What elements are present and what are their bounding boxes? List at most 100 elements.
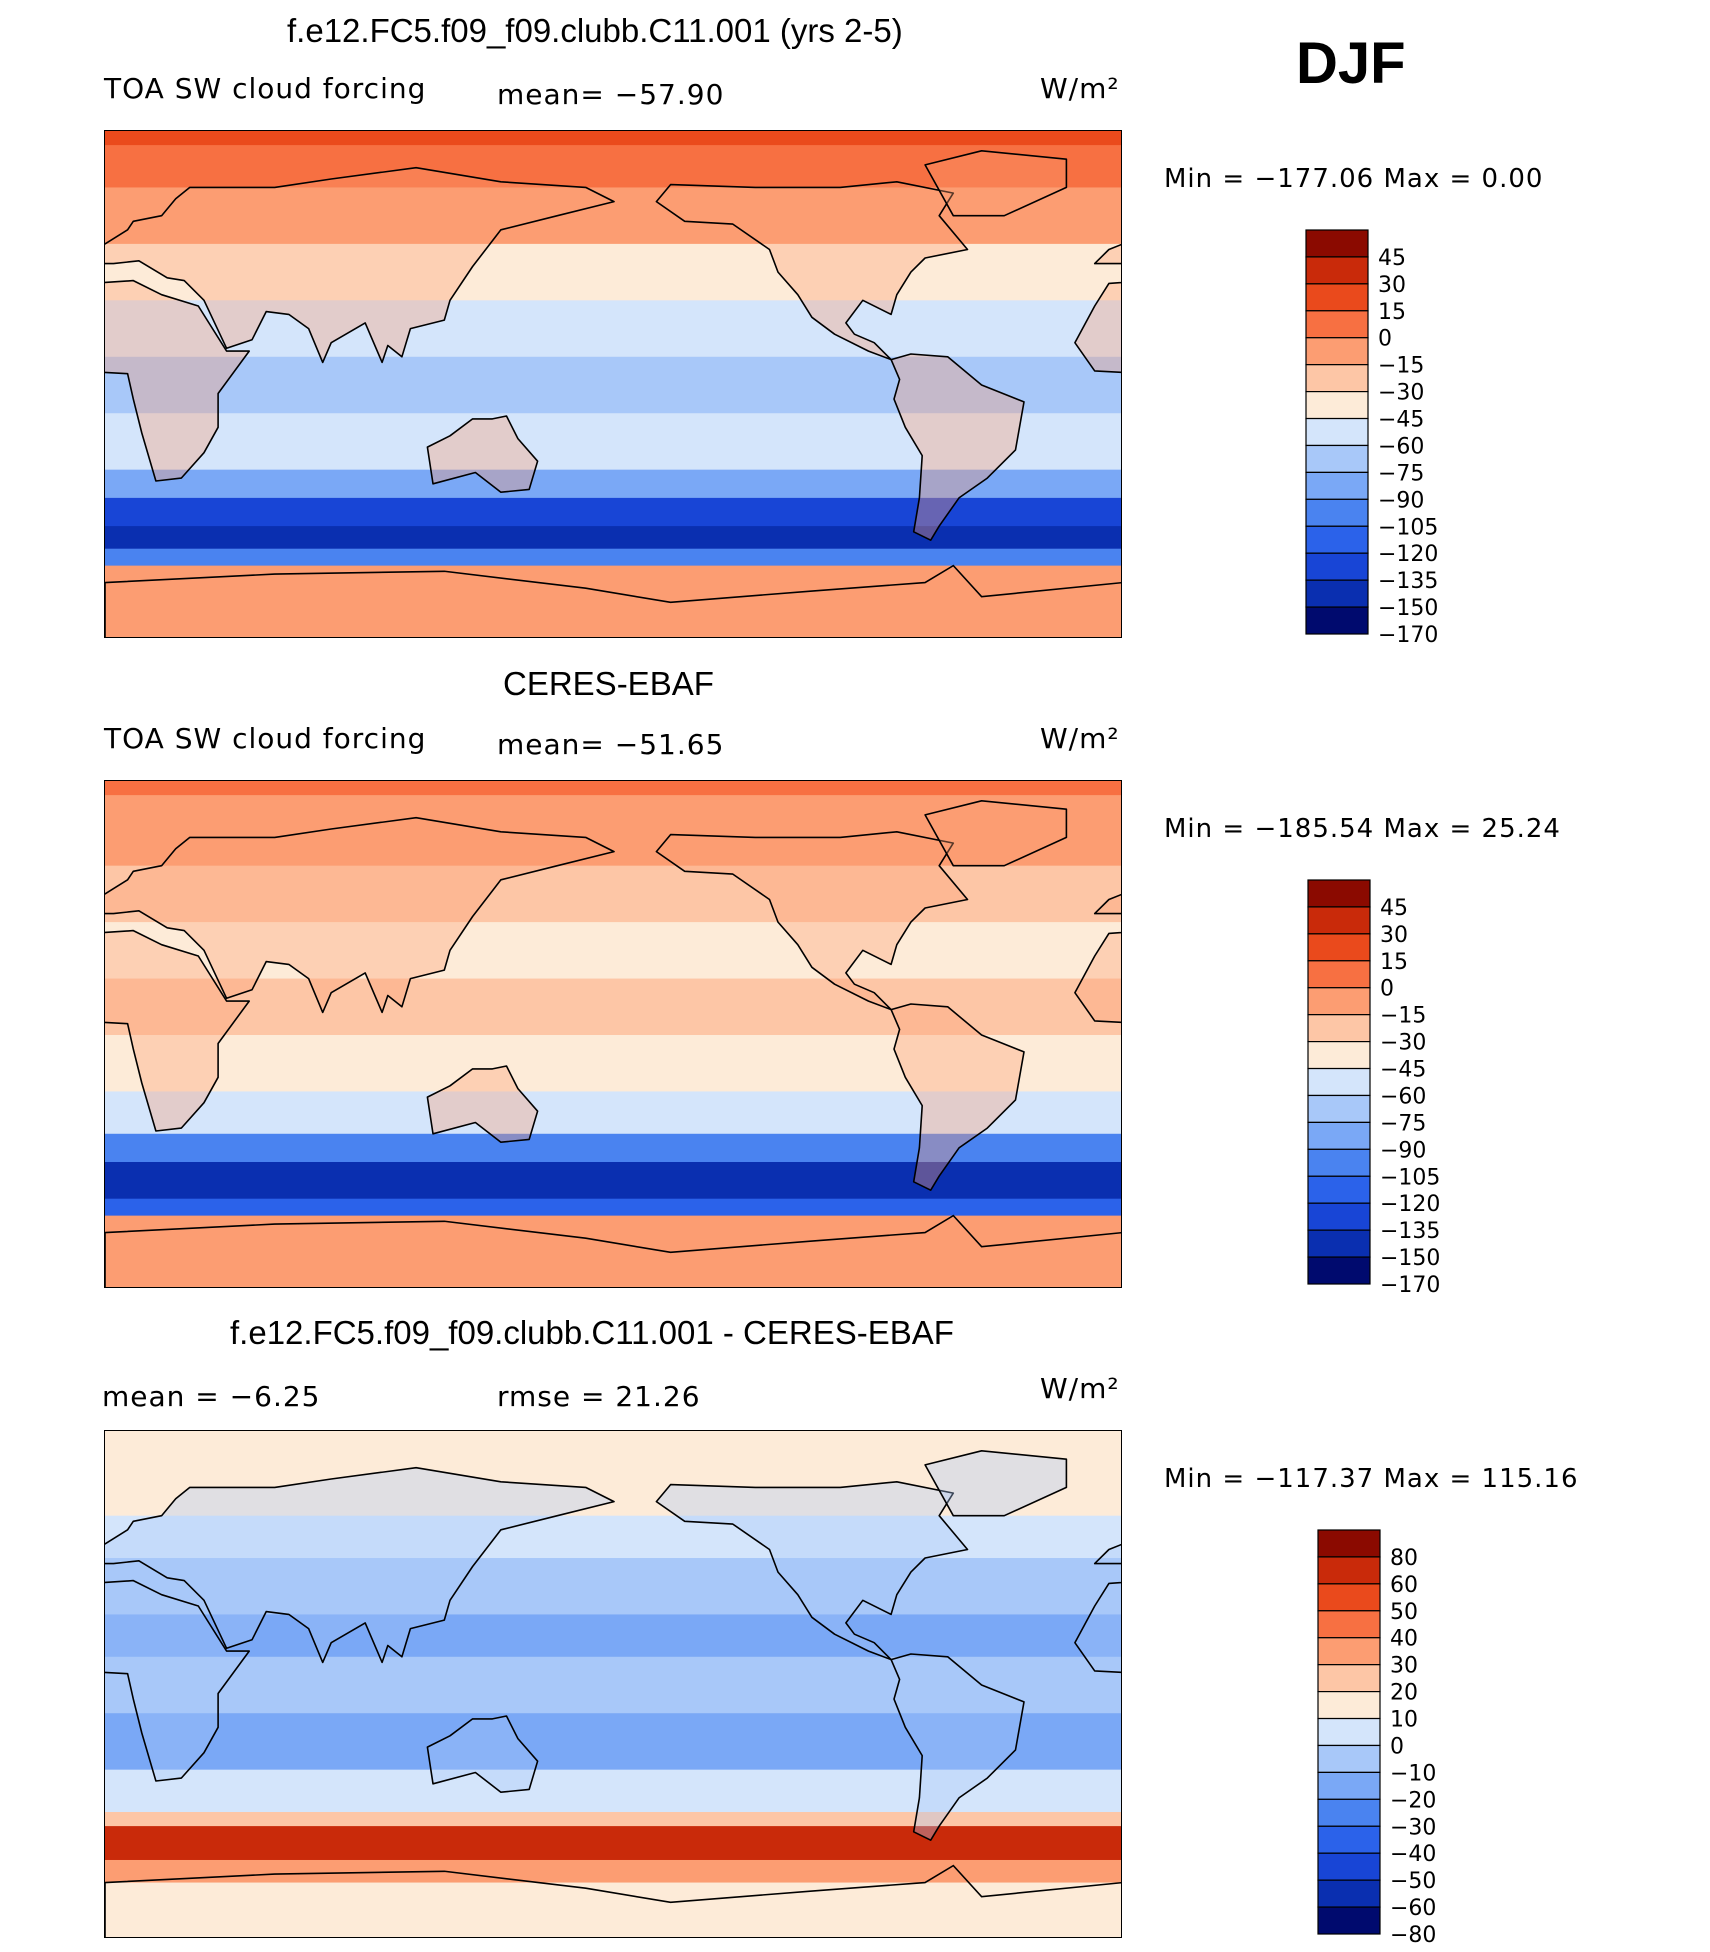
map-band bbox=[105, 300, 1121, 358]
colorbar-tick-label: 30 bbox=[1390, 1654, 1418, 1679]
colorbar-tick-label: −60 bbox=[1390, 1896, 1436, 1921]
colorbar-tick-label: −105 bbox=[1378, 515, 1438, 540]
map-band bbox=[105, 1515, 1121, 1559]
map-band bbox=[105, 1091, 1121, 1135]
colorbar-swatch bbox=[1317, 1744, 1381, 1773]
map-band bbox=[105, 413, 1121, 471]
colorbar-swatch bbox=[1305, 606, 1369, 635]
colorbar-tick-label: 40 bbox=[1390, 1627, 1418, 1652]
colorbar-swatch bbox=[1317, 1610, 1381, 1639]
season-label: DJF bbox=[1296, 31, 1406, 96]
colorbar-swatch bbox=[1305, 498, 1369, 527]
coastline-eurasia bbox=[105, 816, 615, 1014]
colorbar-tick-label: −30 bbox=[1390, 1815, 1436, 1840]
colorbar-swatch bbox=[1307, 1041, 1371, 1070]
map-band bbox=[105, 1656, 1121, 1714]
panel3-min-max: Min = −117.37 Max = 115.16 bbox=[1164, 1464, 1579, 1494]
map-band bbox=[105, 145, 1121, 188]
coastline-eurasia bbox=[105, 166, 615, 364]
colorbar-swatch bbox=[1307, 1175, 1371, 1204]
map-band bbox=[105, 1035, 1121, 1092]
map-band bbox=[105, 469, 1121, 499]
colorbar-tick-label: 20 bbox=[1390, 1681, 1418, 1706]
colorbar-tick-label: −90 bbox=[1378, 488, 1424, 513]
panel3-mean-label: mean = −6.25 bbox=[102, 1380, 321, 1413]
coastline-australia bbox=[426, 1715, 539, 1793]
panel2-units-label: W/m² bbox=[1040, 722, 1120, 755]
colorbar-tick-label: −30 bbox=[1380, 1031, 1426, 1056]
colorbar-swatch bbox=[1307, 1014, 1371, 1043]
colorbar-tick-label: −150 bbox=[1380, 1246, 1440, 1271]
map-band bbox=[105, 1859, 1121, 1884]
colorbar-swatch bbox=[1305, 417, 1369, 447]
panel1-units-label: W/m² bbox=[1040, 72, 1120, 105]
colorbar-swatch bbox=[1307, 933, 1371, 962]
colorbar-tick-label: −40 bbox=[1390, 1842, 1436, 1867]
map-band bbox=[105, 1769, 1121, 1813]
colorbar-swatch bbox=[1305, 229, 1369, 258]
colorbar-tick-label: 50 bbox=[1390, 1600, 1418, 1625]
colorbar-tick-label: 30 bbox=[1380, 923, 1408, 948]
colorbar-tick-label: −80 bbox=[1390, 1923, 1436, 1948]
colorbar-swatch bbox=[1305, 364, 1369, 393]
map-band bbox=[105, 356, 1121, 414]
colorbar-tick-label: 10 bbox=[1390, 1708, 1418, 1733]
colorbar-tick-label: −75 bbox=[1378, 461, 1424, 486]
coastline-africa bbox=[1074, 1581, 1121, 1674]
map-band bbox=[105, 1198, 1121, 1217]
panel3-rmse-label: rmse = 21.26 bbox=[497, 1380, 701, 1413]
colorbar-swatch bbox=[1307, 1148, 1371, 1177]
map-band bbox=[105, 795, 1121, 867]
colorbar-swatch bbox=[1305, 444, 1369, 473]
colorbar-swatch bbox=[1305, 525, 1369, 554]
colorbar-tick-label: −150 bbox=[1378, 596, 1438, 621]
colorbar-swatch bbox=[1305, 256, 1369, 285]
coastline-namerica bbox=[655, 831, 969, 1011]
panel2-min-max: Min = −185.54 Max = 25.24 bbox=[1164, 814, 1561, 844]
colorbar-tick-label: −10 bbox=[1390, 1761, 1436, 1786]
coastline-australia bbox=[426, 1065, 539, 1143]
colorbar-swatch bbox=[1307, 1229, 1371, 1258]
colorbar-swatch bbox=[1305, 391, 1369, 420]
coastline-antarctica bbox=[105, 1214, 1121, 1287]
panel3-title: f.e12.FC5.f09_f09.clubb.C11.001 - CERES-… bbox=[230, 1314, 954, 1351]
coastline-samerica bbox=[890, 353, 1025, 541]
colorbar-tick-label: −15 bbox=[1378, 354, 1424, 379]
colorbar-swatch bbox=[1307, 1202, 1371, 1231]
panel2-map bbox=[104, 780, 1122, 1288]
colorbar-swatch bbox=[1317, 1798, 1381, 1827]
colorbar-swatch bbox=[1307, 987, 1371, 1016]
panel3-colorbar: 80 60 50 40 30 20 10 0 −10 −20 −30 −40 −50 −60 −80 bbox=[1317, 1529, 1458, 1948]
colorbar-tick-label: −30 bbox=[1378, 381, 1424, 406]
panel2-colorbar: 45 30 15 0 −15 −30 −45 −60 −75 −90 −105 −120 −135 −15… bbox=[1307, 879, 1448, 1298]
map-band bbox=[105, 526, 1121, 550]
colorbar-swatch bbox=[1307, 1121, 1371, 1150]
colorbar-swatch bbox=[1317, 1852, 1381, 1881]
panel2-mean-label: mean= −51.65 bbox=[497, 728, 725, 761]
colorbar-swatch bbox=[1305, 579, 1369, 608]
colorbar-swatch bbox=[1317, 1906, 1381, 1935]
map-band bbox=[105, 922, 1121, 980]
colorbar-swatch bbox=[1305, 471, 1369, 500]
colorbar-tick-label: −60 bbox=[1378, 434, 1424, 459]
colorbar-tick-label: −105 bbox=[1380, 1165, 1440, 1190]
colorbar-tick-label: −15 bbox=[1380, 1004, 1426, 1029]
colorbar-tick-label: −20 bbox=[1390, 1788, 1436, 1813]
colorbar-tick-label: −135 bbox=[1380, 1219, 1440, 1244]
coastline-greenland bbox=[924, 150, 1068, 217]
colorbar-tick-label: −120 bbox=[1378, 542, 1438, 567]
panel1-colorbar: 45 30 15 0 −15 −30 −45 −60 −75 −90 −105 −120 −135 −15… bbox=[1305, 229, 1446, 648]
coastline-samerica bbox=[890, 1653, 1025, 1841]
map-band bbox=[105, 978, 1121, 1036]
colorbar-swatch bbox=[1317, 1691, 1381, 1720]
colorbar-swatch bbox=[1305, 552, 1369, 581]
colorbar-tick-label: −75 bbox=[1380, 1111, 1426, 1136]
coastline-australia bbox=[426, 415, 539, 493]
colorbar-swatch bbox=[1307, 1094, 1371, 1123]
colorbar-tick-label: 30 bbox=[1378, 273, 1406, 298]
colorbar-swatch bbox=[1317, 1879, 1381, 1908]
panel1-mean-label: mean= −57.90 bbox=[497, 78, 725, 111]
coastline-antarctica bbox=[105, 1864, 1121, 1937]
coastline-africa bbox=[1074, 281, 1121, 374]
map-band bbox=[105, 548, 1121, 567]
